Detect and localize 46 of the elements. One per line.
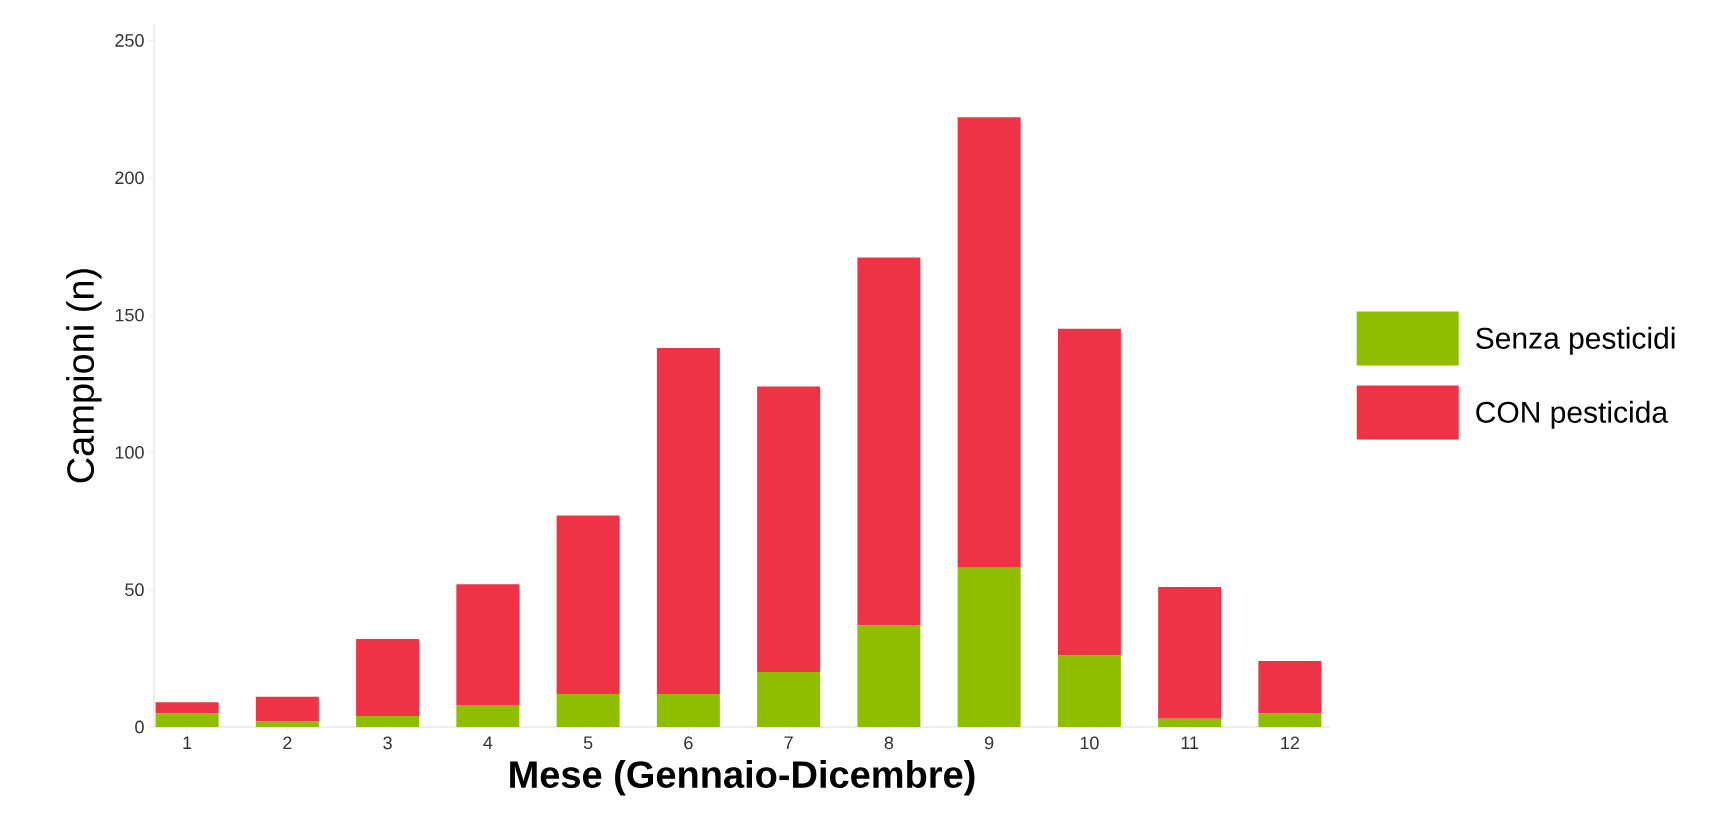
bar bbox=[1158, 586, 1222, 719]
bar bbox=[1158, 718, 1222, 727]
bar bbox=[456, 584, 520, 706]
bar bbox=[857, 625, 921, 727]
x-tick-label: 7 bbox=[784, 736, 793, 749]
bar bbox=[957, 567, 1021, 727]
x-tick-label: 8 bbox=[884, 736, 894, 750]
y-tick-label: 200 bbox=[115, 171, 144, 185]
bar bbox=[1258, 713, 1322, 727]
bar bbox=[757, 672, 821, 727]
bar bbox=[456, 705, 520, 727]
bar bbox=[656, 694, 720, 727]
bar bbox=[356, 639, 420, 716]
y-tick-label: 100 bbox=[115, 445, 144, 459]
x-tick-label: 11 bbox=[1181, 736, 1199, 749]
x-tick-label: 9 bbox=[984, 736, 994, 750]
y-tick-label: 50 bbox=[125, 583, 144, 597]
bar bbox=[356, 716, 420, 727]
y-tick-label: 0 bbox=[135, 720, 144, 734]
bar bbox=[155, 713, 219, 727]
bar bbox=[255, 696, 319, 722]
bar bbox=[1258, 661, 1322, 714]
x-tick-label: 2 bbox=[283, 736, 292, 750]
bar bbox=[155, 702, 219, 714]
x-tick-label: 10 bbox=[1080, 736, 1099, 750]
x-tick-label: 12 bbox=[1281, 736, 1299, 750]
bar bbox=[556, 515, 620, 695]
bar bbox=[1057, 328, 1121, 656]
x-tick-label: 6 bbox=[684, 736, 693, 750]
bar bbox=[556, 694, 620, 727]
bar bbox=[1057, 655, 1121, 727]
bar bbox=[255, 721, 319, 727]
x-tick-label: 4 bbox=[483, 736, 493, 749]
legend-label: Senza pesticidi bbox=[1476, 326, 1675, 355]
bar bbox=[857, 257, 921, 626]
y-tick-label: 150 bbox=[115, 308, 144, 322]
x-tick-label: 1 bbox=[183, 736, 192, 749]
x-axis-title: Mese (Gennaio-Dicembre) bbox=[510, 760, 975, 796]
bar bbox=[957, 117, 1021, 568]
bar bbox=[656, 348, 720, 695]
bar bbox=[757, 386, 821, 673]
y-axis-title: Campioni (n) bbox=[66, 269, 102, 483]
y-tick-label: 250 bbox=[115, 34, 144, 47]
x-tick-label: 3 bbox=[383, 736, 392, 750]
x-tick-label: 5 bbox=[583, 736, 593, 750]
legend-label: CON pesticida bbox=[1476, 400, 1669, 429]
